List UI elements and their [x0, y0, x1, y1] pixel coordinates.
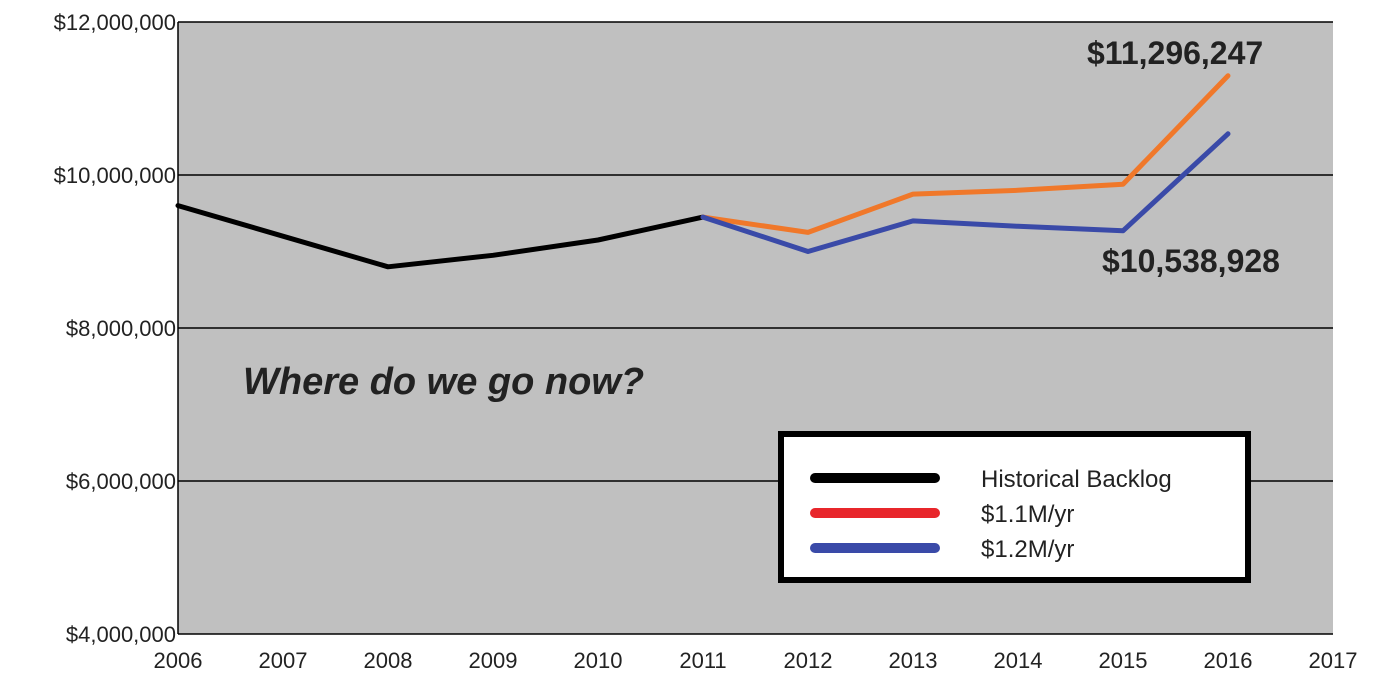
legend-label-1: $1.1M/yr	[981, 501, 1074, 528]
y-tick-label-4: $12,000,000	[54, 10, 176, 35]
legend-box	[778, 431, 1251, 583]
series-line-1	[700, 73, 1231, 235]
x-axis-tick-labels: 2006 2007 2008 2009 2010 2011 2012 2013 2014 2015…	[154, 648, 1358, 673]
x-tick-label-2008: 2008	[364, 648, 413, 673]
x-tick-label-2011: 2011	[679, 648, 726, 673]
x-tick-label-2010: 2010	[574, 648, 623, 673]
y-tick-label-1: $6,000,000	[66, 469, 176, 494]
x-tick-label-2007: 2007	[259, 648, 308, 673]
y-tick-label-3: $10,000,000	[54, 163, 176, 188]
x-tick-label-2009: 2009	[469, 648, 518, 673]
y-tick-label-0: $4,000,000	[66, 622, 176, 647]
x-tick-label-2014: 2014	[994, 648, 1043, 673]
legend-label-2: $1.2M/yr	[981, 536, 1074, 563]
series-lines	[175, 73, 1231, 270]
x-tick-label-2016: 2016	[1204, 648, 1253, 673]
x-tick-label-2013: 2013	[889, 648, 938, 673]
gridlines	[177, 21, 1333, 635]
annotation-low-projection: $10,538,928	[1102, 243, 1280, 279]
x-tick-label-2012: 2012	[784, 648, 833, 673]
x-tick-label-2017: 2017	[1309, 648, 1358, 673]
y-tick-label-2: $8,000,000	[66, 316, 176, 341]
series-line-2	[700, 131, 1231, 254]
legend-label-0: Historical Backlog	[981, 466, 1172, 493]
annotation-high-projection: $11,296,247	[1087, 35, 1263, 71]
legend: Historical Backlog $1.1M/yr $1.2M/yr	[778, 431, 1251, 583]
y-axis-tick-labels: $4,000,000 $6,000,000 $8,000,000 $10,000,00…	[54, 10, 176, 647]
chart-headline: Where do we go now?	[243, 361, 644, 403]
x-tick-label-2015: 2015	[1099, 648, 1148, 673]
x-tick-label-2006: 2006	[154, 648, 203, 673]
series-line-0	[175, 203, 706, 270]
